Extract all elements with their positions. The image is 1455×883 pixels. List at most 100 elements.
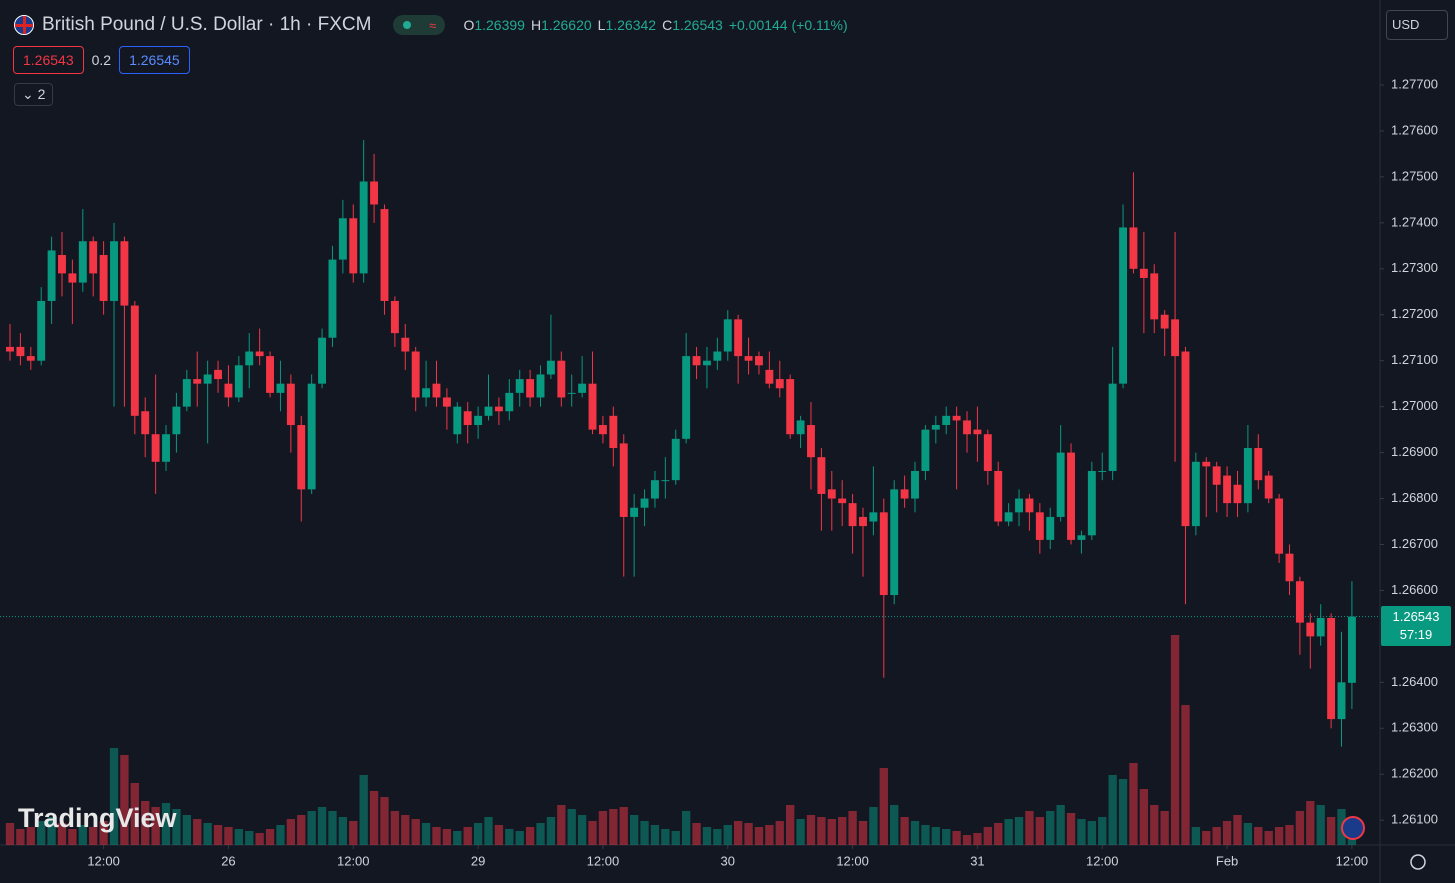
- candle-body: [921, 429, 930, 471]
- candle-body: [1212, 466, 1221, 485]
- y-tick-label: 1.27000: [1391, 398, 1438, 413]
- volume-bar: [744, 823, 753, 845]
- candle-body: [713, 351, 722, 361]
- candle-body: [1056, 452, 1065, 517]
- flag-icon: [14, 15, 34, 35]
- volume-bar: [786, 805, 795, 845]
- volume-bar: [442, 829, 452, 845]
- volume-bar: [307, 811, 316, 845]
- volume-bar: [1170, 635, 1180, 845]
- volume-bar: [1035, 817, 1044, 845]
- candle-body: [16, 346, 25, 357]
- volume-bar: [78, 825, 87, 845]
- volume-bar: [1004, 819, 1013, 845]
- candle-body: [380, 209, 389, 301]
- status-pill[interactable]: ≈: [393, 15, 446, 35]
- volume-bar: [942, 829, 951, 845]
- candle-body: [848, 503, 857, 527]
- candle-body: [817, 457, 826, 494]
- volume-bar: [1274, 827, 1284, 845]
- volume-bar: [1212, 827, 1221, 845]
- volume-bar: [37, 821, 46, 845]
- candle-body: [162, 434, 170, 462]
- volume-bar: [1077, 819, 1086, 845]
- volume-bar: [255, 833, 264, 845]
- y-tick-label: 1.26400: [1391, 674, 1438, 689]
- ohlc-value: 1.26399: [474, 17, 525, 33]
- indicators-count: 2: [37, 86, 46, 102]
- candle-body: [1233, 484, 1242, 504]
- volume-bar: [47, 817, 56, 845]
- volume-bar: [494, 825, 504, 845]
- candle-body: [807, 425, 815, 458]
- candle-body: [1087, 470, 1096, 536]
- volume-bar: [317, 807, 327, 845]
- candle-body: [838, 498, 847, 504]
- volume-bar: [380, 797, 389, 845]
- candle-body: [1129, 227, 1138, 269]
- volume-bar: [869, 807, 878, 845]
- volume-bar: [1191, 827, 1201, 845]
- volume-bar: [931, 827, 940, 845]
- x-tick-label: 12:00: [1086, 853, 1119, 868]
- x-tick-label: 12:00: [1336, 853, 1369, 868]
- candle-body: [37, 300, 46, 361]
- volume-bar: [515, 831, 524, 845]
- y-tick-label: 1.26200: [1391, 766, 1438, 781]
- ask-price[interactable]: 1.26545: [119, 46, 190, 74]
- ohlc-key: O: [463, 17, 475, 33]
- volume-bar: [567, 809, 576, 845]
- candle-body: [567, 392, 576, 394]
- candle-body: [1254, 448, 1263, 481]
- candle-body: [1098, 470, 1107, 472]
- candle-body: [942, 415, 951, 426]
- volume-bar: [681, 811, 691, 845]
- volume-bar: [193, 819, 202, 845]
- volume-bar: [557, 805, 566, 845]
- candle-body: [609, 415, 618, 449]
- candle-body: [869, 512, 878, 522]
- currency-button[interactable]: USD: [1386, 10, 1448, 40]
- x-tick-label: 12:00: [337, 853, 370, 868]
- symbol-title[interactable]: British Pound / U.S. Dollar · 1h · FXCM: [42, 14, 372, 35]
- volume-bar: [817, 817, 826, 845]
- candle-body: [775, 379, 784, 389]
- candle-body: [515, 379, 524, 393]
- candle-body: [557, 360, 566, 398]
- volume-bar: [328, 811, 337, 845]
- volume-bar: [629, 815, 639, 845]
- candle-body: [1243, 448, 1252, 504]
- candle-body: [411, 351, 420, 398]
- volume-bar: [1046, 811, 1055, 845]
- settings-icon[interactable]: [1410, 854, 1426, 870]
- bid-price[interactable]: 1.26543: [13, 46, 84, 74]
- candle-body: [1108, 383, 1117, 471]
- candle-body: [474, 415, 483, 426]
- candle-body: [1046, 516, 1055, 540]
- volume-bar: [1181, 705, 1190, 845]
- candle-body: [827, 489, 836, 499]
- volume-layer: [5, 635, 1357, 845]
- candle-body: [546, 360, 555, 375]
- volume-bar: [775, 821, 784, 845]
- candle-body: [536, 374, 545, 398]
- y-tick-label: 1.26100: [1391, 812, 1438, 827]
- volume-bar: [99, 821, 108, 845]
- volume-bar: [1202, 831, 1211, 845]
- indicators-toggle[interactable]: ⌄ 2: [14, 83, 54, 106]
- volume-bar: [765, 825, 774, 845]
- candle-body: [255, 351, 264, 357]
- y-tick-label: 1.27100: [1391, 352, 1438, 367]
- volume-bar: [734, 821, 743, 845]
- ohlc-value: 1.26342: [605, 17, 657, 33]
- ohlc-value: 1.26620: [541, 17, 592, 33]
- volume-bar: [1316, 805, 1325, 845]
- volume-bar: [962, 835, 972, 845]
- volume-bar: [463, 827, 472, 845]
- current-price-label: 1.26543 57:19: [1381, 606, 1451, 646]
- volume-bar: [577, 815, 587, 845]
- y-tick-label: 1.27300: [1391, 260, 1438, 275]
- candle-body: [78, 241, 87, 283]
- candle-body: [422, 388, 431, 398]
- candle-body: [671, 438, 680, 481]
